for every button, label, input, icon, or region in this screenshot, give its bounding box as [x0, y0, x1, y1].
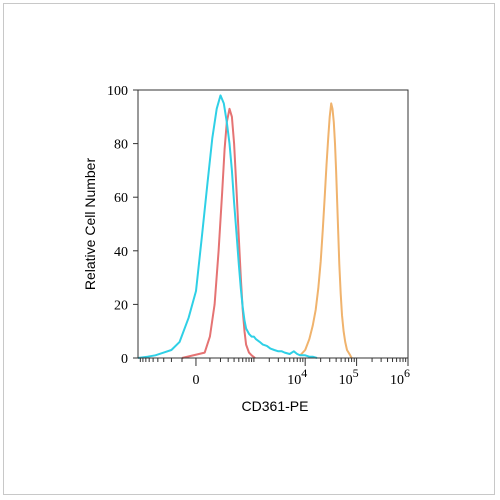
y-tick-label: 0	[121, 352, 128, 367]
y-axis-title: Relative Cell Number	[82, 158, 98, 291]
x-tick-label: 105	[339, 366, 359, 388]
x-tick-label: 0	[192, 373, 199, 388]
y-tick-label: 40	[114, 245, 128, 260]
plot-lines	[137, 94, 353, 359]
x-tick-label: 104	[287, 366, 307, 388]
series-line-2	[299, 102, 353, 359]
y-tick-label: 60	[114, 191, 128, 206]
y-tick-label: 80	[114, 138, 128, 153]
plot-area	[137, 89, 409, 359]
x-axis-title: CD361-PE	[242, 398, 309, 414]
y-tick-label: 100	[107, 84, 128, 99]
series-line-1	[181, 107, 256, 359]
y-tick-label: 20	[114, 298, 128, 313]
x-tick-label: 106	[390, 366, 410, 388]
series-line-3	[137, 94, 318, 359]
figure-frame	[3, 3, 495, 495]
x-axis-ticks: 0 104 105 106	[139, 358, 410, 388]
y-axis-ticks: 0 20 40 60 80 100	[107, 84, 138, 367]
